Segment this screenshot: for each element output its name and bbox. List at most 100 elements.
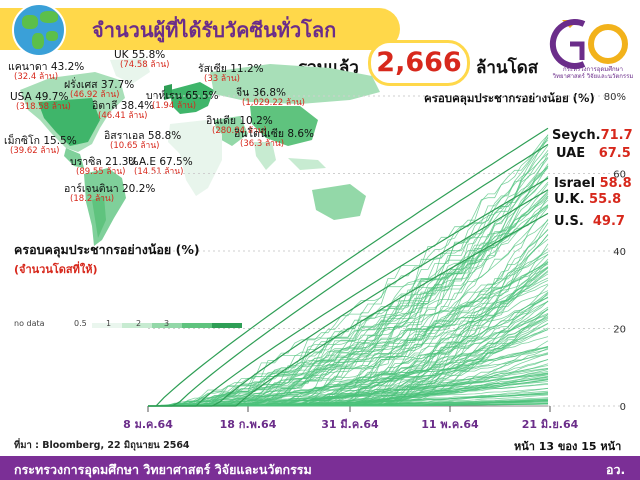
country-series-line (148, 393, 549, 407)
highlight-seychelles: Seych.71.7 (552, 128, 633, 143)
country-doses: (1,029.22 ล้าน) (242, 98, 305, 108)
country-series-line (148, 251, 549, 407)
country-series-line (148, 271, 549, 407)
country-series-line (148, 263, 549, 407)
country-series-line (148, 233, 549, 407)
country-series-line (148, 353, 549, 407)
legend-title: ครอบคลุมประชากรอย่างน้อย (%) (14, 242, 200, 257)
country-series-line (148, 398, 549, 407)
country-label: แคนาดา 43.2% (8, 61, 85, 73)
x-tick-label: 8 ม.ค.64 (123, 418, 173, 431)
country-doses: (1.94 ล้าน) (152, 101, 197, 111)
country-series-line (148, 347, 549, 407)
legend-tick: no data (14, 319, 45, 328)
country-series-line (148, 328, 549, 407)
footer-bar (0, 456, 640, 480)
country-series-line (148, 266, 549, 407)
country-series-line (148, 329, 549, 407)
country-series-line (148, 327, 549, 407)
country-series-line (148, 306, 549, 407)
country-doses: (74.58 ล้าน) (120, 60, 170, 70)
world-map (20, 58, 380, 246)
x-tick-label: 31 มี.ค.64 (321, 418, 379, 431)
legend-tick: 0.5 (74, 319, 87, 328)
country-series-line (148, 292, 549, 407)
country-series-line (148, 369, 549, 407)
highlight-uk: U.K. 55.8 (554, 192, 622, 207)
country-series-line (148, 384, 549, 407)
country-series-line (148, 262, 549, 407)
country-series-line (148, 374, 549, 407)
country-label: รัสเซีย 11.2% (198, 63, 264, 75)
country-series-line (148, 373, 549, 407)
highlight-uae: UAE 67.5 (556, 146, 631, 161)
country-series-line (148, 277, 549, 407)
country-series-line (148, 383, 549, 407)
country-doses: (39.62 ล้าน) (10, 146, 60, 156)
country-series-line (148, 359, 549, 407)
country-series-line (148, 267, 549, 407)
country-doses: (318.58 ล้าน) (16, 102, 71, 112)
country-doses: (14.51 ล้าน) (134, 167, 184, 177)
country-series-line (148, 393, 549, 407)
country-doses: (10.65 ล้าน) (110, 141, 160, 151)
legend-color-scale (92, 313, 242, 328)
country-label: บราซิล 21.3% (70, 156, 139, 168)
country-doses: (46.92 ล้าน) (70, 90, 120, 100)
country-series-line (148, 284, 549, 407)
country-series-line (148, 262, 549, 407)
country-series-line (148, 376, 549, 407)
country-series-line (148, 322, 549, 407)
country-series-line (148, 399, 549, 407)
country-label: เม็กซิโก 15.5% (4, 135, 77, 147)
country-series-line (148, 319, 549, 407)
y-tick-label: 80% (604, 92, 626, 103)
legend-tick: 3 (164, 319, 170, 328)
country-series-line (148, 318, 549, 407)
country-series-line (148, 402, 549, 407)
country-series-line (148, 346, 549, 407)
country-label: อิสราเอล 58.8% (104, 130, 182, 142)
country-series-line (148, 261, 549, 407)
legend-tick: 2 (136, 319, 142, 328)
country-series-line (148, 314, 549, 407)
country-series-line (148, 270, 549, 407)
country-series-line (148, 290, 549, 407)
country-series-line (148, 266, 549, 407)
country-series-line (148, 400, 549, 407)
x-tick-label: 18 ก.พ.64 (220, 418, 277, 431)
country-series-line (148, 336, 549, 407)
country-label: USA 49.7% (10, 91, 69, 103)
country-series-line (148, 234, 549, 407)
country-series-line (148, 388, 549, 407)
country-series-line (148, 258, 549, 407)
country-series-line (148, 363, 549, 407)
country-series-line (148, 403, 549, 407)
country-series-line (148, 378, 549, 407)
country-doses: (32.4 ล้าน) (14, 72, 59, 82)
logo-caption: กระทรวงการอุดมศึกษา วิทยาศาสตร์ วิจัยและ… (552, 66, 634, 80)
country-series-line (148, 323, 549, 407)
country-series-line (148, 260, 549, 407)
country-series-line (148, 400, 549, 407)
legend-swatch (92, 323, 122, 328)
country-series-line (148, 374, 549, 407)
page-indicator: หน้า 13 ของ 15 หน้า (514, 440, 622, 453)
country-series-line (148, 400, 549, 407)
globe-icon (12, 3, 66, 57)
country-series-line (148, 403, 549, 407)
country-series-line (148, 367, 549, 407)
country-series-line (148, 359, 549, 407)
page-title: จำนวนผู้ที่ได้รับวัคซีนทั่วโลก (92, 18, 337, 42)
country-series-line (148, 316, 549, 407)
y-tick-label: 40 (613, 247, 626, 258)
country-series-line (148, 340, 549, 407)
country-series-line (148, 294, 549, 407)
ministry-logo (549, 19, 628, 69)
country-series-line (148, 253, 549, 407)
country-series-line (148, 400, 549, 407)
country-series-line (148, 398, 549, 407)
country-series-line (148, 376, 549, 407)
country-series-line (148, 349, 549, 407)
country-series-line (148, 280, 549, 407)
